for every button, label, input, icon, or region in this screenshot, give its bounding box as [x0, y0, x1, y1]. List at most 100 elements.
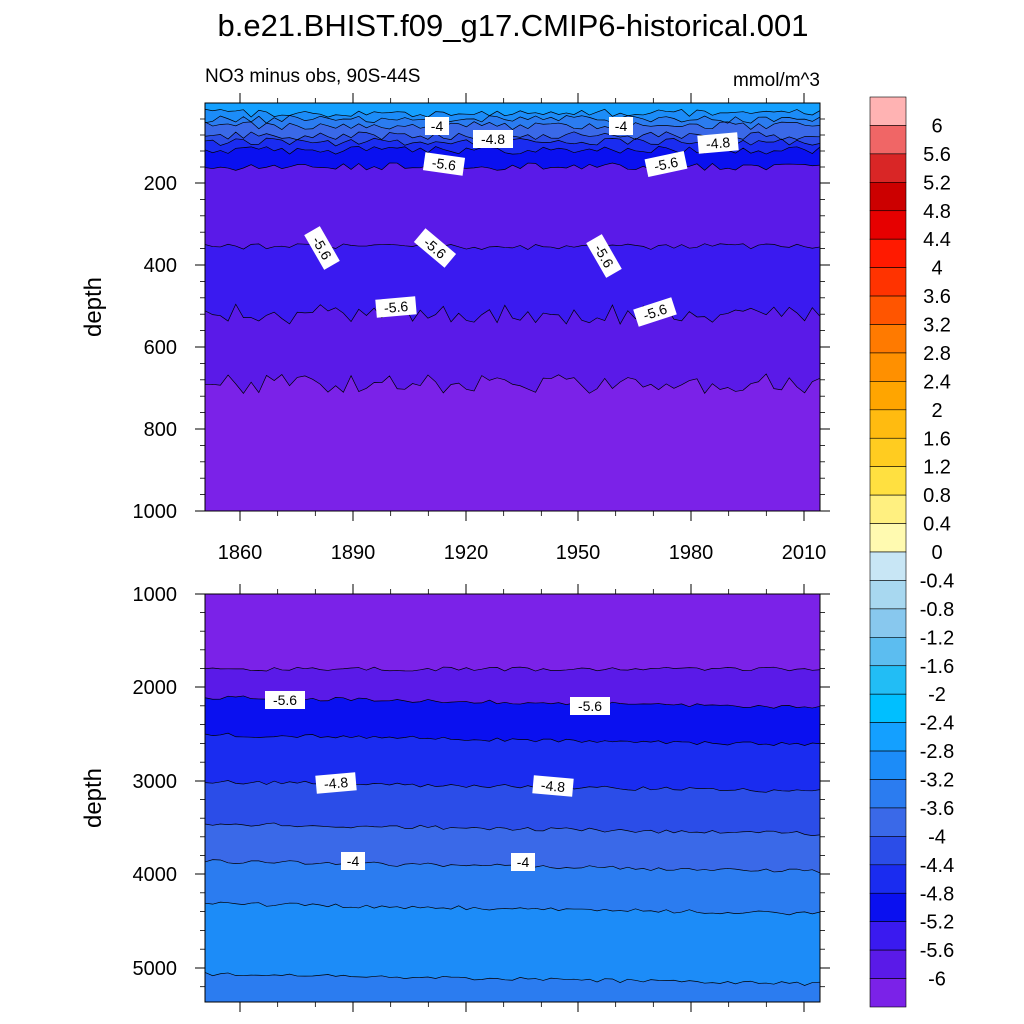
- y-axis-label: depth: [80, 277, 107, 337]
- colorbar-box: [869, 210, 907, 240]
- colorbar-box: [869, 921, 907, 951]
- colorbar-label: 5.6: [923, 144, 951, 166]
- upper-panel: -4-4.8-4-4.8-5.6 -5.6-5.6 -5.6 -5.6-5.6 -5.6…: [80, 93, 830, 564]
- svg-text:-4.8: -4.8: [705, 134, 731, 152]
- contour-label: -5.6: [570, 697, 610, 715]
- colorbar-box: [869, 494, 907, 524]
- contour-band: [205, 103, 820, 118]
- x-tick-label: 2010: [782, 542, 827, 564]
- svg-text:-5.6: -5.6: [383, 298, 409, 316]
- contour-label: -4.8: [532, 775, 574, 797]
- contour-label: -4.8: [697, 132, 739, 154]
- contour-band: [205, 859, 820, 915]
- contour-line: [205, 695, 820, 709]
- contour-band: [205, 695, 820, 746]
- svg-text:-4: -4: [517, 854, 530, 870]
- svg-text:-5.6: -5.6: [653, 154, 680, 175]
- svg-text:-4.8: -4.8: [481, 131, 505, 147]
- contour-line: [205, 121, 820, 130]
- contour-line: [205, 162, 820, 171]
- contour-band: [205, 162, 820, 250]
- contour-line: [205, 822, 820, 836]
- contour-label: -4.8: [473, 130, 513, 148]
- contour-label: -4.8: [315, 772, 357, 794]
- x-tick-label: 1860: [218, 542, 263, 564]
- colorbar-label: -5.6: [920, 940, 954, 962]
- svg-text:-5.6: -5.6: [641, 301, 669, 324]
- y-tick-label: 3000: [133, 771, 178, 793]
- colorbar-label: 5.2: [923, 172, 951, 194]
- colorbar-box: [869, 949, 907, 979]
- colorbar-box: [869, 125, 907, 155]
- colorbar-box: [869, 267, 907, 297]
- contour-line: [205, 108, 820, 118]
- y-tick-label: 200: [144, 173, 177, 195]
- colorbar-label: 0.4: [923, 514, 951, 536]
- contour-line: [205, 901, 820, 916]
- contour-label: -5.6: [422, 152, 466, 176]
- contour-label: -5.6: [265, 691, 305, 709]
- contour-label: -5.6: [633, 297, 677, 327]
- contour-line: [205, 780, 820, 793]
- x-tick-label: 1980: [669, 542, 714, 564]
- svg-text:-5.6: -5.6: [578, 698, 602, 714]
- colorbar-box: [869, 153, 907, 183]
- colorbar-box: [869, 96, 907, 126]
- figure-title: b.e21.BHIST.f09_g17.CMIP6-historical.001: [217, 8, 808, 43]
- colorbar-label: -4: [928, 826, 946, 848]
- colorbar-label: 4.4: [923, 229, 951, 251]
- svg-text:-5.6: -5.6: [273, 692, 297, 708]
- plot-frame: [204, 593, 821, 1003]
- colorbar-box: [869, 295, 907, 325]
- colorbar-box: [869, 580, 907, 610]
- contour-band: [205, 902, 820, 986]
- y-tick-label: 400: [144, 255, 177, 277]
- x-tick-label: 1890: [331, 542, 376, 564]
- y-tick-label: 2000: [133, 677, 178, 699]
- colorbar-label: -2: [928, 684, 946, 706]
- colorbar-label: -6: [928, 969, 946, 991]
- svg-text:-4: -4: [347, 853, 360, 869]
- y-tick-label: 1000: [133, 501, 178, 523]
- colorbar-label: 1.6: [923, 428, 951, 450]
- y-tick-label: 5000: [133, 958, 178, 980]
- colorbar-box: [869, 892, 907, 922]
- contour-label: -4: [511, 853, 535, 871]
- colorbar-box: [869, 381, 907, 411]
- contour-band: [205, 109, 820, 124]
- colorbar-label: -1.6: [920, 656, 954, 678]
- subtitle-units: mmol/m^3: [733, 70, 820, 91]
- contour-field: [205, 594, 820, 1002]
- svg-text:-4.8: -4.8: [323, 774, 349, 792]
- colorbar-label: 3.2: [923, 315, 951, 337]
- colorbar-box: [869, 722, 907, 752]
- svg-text:-4.8: -4.8: [540, 777, 566, 795]
- y-tick-label: 1000: [133, 584, 178, 606]
- svg-text:-4: -4: [431, 118, 444, 134]
- contour-label: -5.6: [375, 296, 417, 318]
- colorbar-box: [869, 238, 907, 268]
- colorbar-label: -5.2: [920, 912, 954, 934]
- y-tick-label: 4000: [133, 864, 178, 886]
- colorbar-label: -0.8: [920, 599, 954, 621]
- colorbar: 6 5.6 5.2 4.8 4.4 4 3.6 3.2 2.8 2.4 2 1.6 1.2 0.8 0.4 0…: [869, 96, 954, 1008]
- colorbar-box: [869, 750, 907, 780]
- colorbar-box: [869, 807, 907, 837]
- colorbar-label: -1.2: [920, 627, 954, 649]
- contour-field: [205, 103, 820, 511]
- colorbar-box: [869, 409, 907, 439]
- contour-band: [205, 115, 820, 130]
- colorbar-label: 4: [931, 258, 942, 280]
- contour-label: -5.6: [644, 151, 688, 177]
- contour-label: -4: [341, 852, 365, 870]
- contour-band: [205, 780, 820, 836]
- colorbar-label: -4.4: [920, 855, 954, 877]
- colorbar-label: -4.8: [920, 883, 954, 905]
- y-tick-label: 800: [144, 419, 177, 441]
- contour-line: [205, 732, 820, 746]
- colorbar-label: 4.8: [923, 201, 951, 223]
- contour-label: -4: [425, 117, 449, 135]
- colorbar-label: 3.6: [923, 286, 951, 308]
- colorbar-label: 1.2: [923, 457, 951, 479]
